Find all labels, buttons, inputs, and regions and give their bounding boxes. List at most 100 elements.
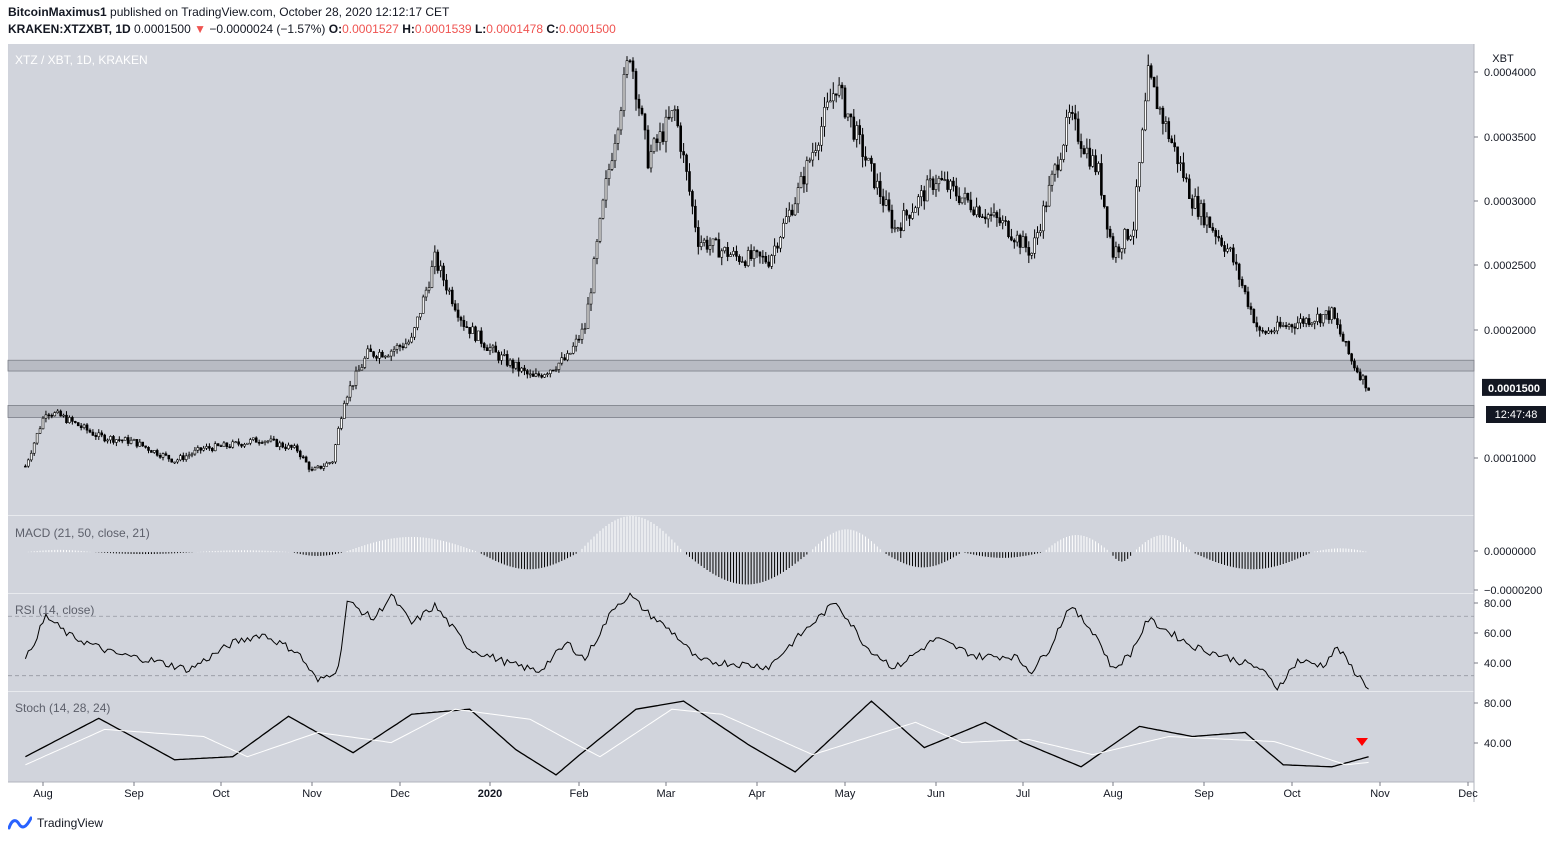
- candle-body: [1102, 194, 1106, 207]
- candle-body: [1364, 375, 1368, 389]
- candle-body: [1264, 330, 1267, 334]
- candle-body: [966, 192, 970, 201]
- x-tick-label: Nov: [1370, 788, 1390, 800]
- candle-body: [421, 296, 425, 314]
- candle-body: [225, 442, 229, 447]
- tradingview-footer[interactable]: TradingView: [8, 816, 103, 830]
- stoch-k-line: [25, 700, 1369, 776]
- candle-body: [1173, 142, 1176, 148]
- candle-body: [503, 354, 506, 356]
- candle-body: [911, 211, 914, 219]
- candle-body: [413, 327, 416, 338]
- candle-body: [537, 373, 541, 376]
- candle-body: [459, 317, 463, 321]
- candle-body: [427, 287, 431, 291]
- candle-body: [640, 107, 644, 115]
- candle-body: [861, 134, 864, 157]
- candle-body: [442, 265, 445, 281]
- candle-body: [1367, 387, 1370, 391]
- candle-body: [100, 432, 104, 436]
- candle-body: [269, 438, 273, 442]
- candle-body: [474, 326, 477, 341]
- candle-body: [141, 441, 144, 447]
- candle-body: [776, 245, 779, 249]
- candle-body: [764, 256, 768, 263]
- candle-body: [109, 436, 112, 441]
- candle-body: [658, 131, 662, 143]
- candle-body: [526, 370, 529, 375]
- open-value: 0.0001527: [342, 22, 399, 36]
- candle-body: [546, 373, 549, 375]
- candle-body: [1039, 230, 1042, 233]
- support-zone: [7, 359, 1475, 372]
- candle-body: [975, 206, 978, 216]
- close-label: C:: [546, 22, 560, 36]
- candle-body: [395, 345, 399, 350]
- candle-body: [56, 410, 59, 413]
- candle-body: [266, 440, 270, 443]
- candle-body: [580, 328, 584, 340]
- candle-body: [184, 455, 188, 460]
- candle-body: [147, 447, 150, 451]
- candle-body: [589, 292, 593, 305]
- candle-body: [228, 446, 232, 448]
- candle-body: [436, 251, 440, 271]
- x-tick-label: Sep: [124, 788, 144, 800]
- candle-body: [301, 456, 305, 459]
- candle-body: [257, 442, 261, 444]
- candle-body: [167, 454, 171, 460]
- candle-body: [673, 109, 677, 111]
- candle-body: [176, 459, 179, 463]
- candle-body: [471, 326, 474, 334]
- candle-body: [652, 138, 656, 152]
- candle-body: [634, 71, 638, 100]
- candle-body: [138, 441, 142, 447]
- candle-body: [62, 414, 65, 417]
- candle-body: [829, 100, 832, 103]
- high-label: H:: [402, 22, 415, 36]
- candle-body: [208, 446, 211, 449]
- candle-body: [569, 352, 572, 355]
- candle-body: [462, 319, 466, 327]
- candle-body: [450, 289, 454, 305]
- candle-body: [213, 443, 217, 452]
- candle-body: [586, 303, 590, 329]
- candle-body: [1336, 318, 1339, 325]
- candle-body: [702, 239, 706, 243]
- candle-body: [1302, 318, 1305, 324]
- candle-body: [1126, 229, 1129, 240]
- candle-body: [35, 432, 39, 444]
- candle-body: [595, 241, 599, 259]
- candle-body: [310, 469, 314, 471]
- candle-body: [1135, 186, 1138, 231]
- candle-body: [1001, 220, 1005, 224]
- candle-body: [386, 355, 390, 358]
- candle-body: [928, 178, 932, 181]
- candle-body: [741, 261, 744, 263]
- candle-body: [1350, 353, 1353, 362]
- candle-body: [870, 157, 873, 164]
- candle-body: [610, 160, 614, 170]
- candle-body: [439, 265, 442, 271]
- candle-body: [899, 227, 903, 231]
- candle-body: [240, 443, 243, 447]
- tradingview-brand: TradingView: [37, 816, 104, 830]
- candle-body: [1284, 325, 1288, 327]
- candle-body: [32, 442, 36, 454]
- candle-body: [1030, 252, 1034, 256]
- candle-body: [1120, 248, 1124, 253]
- candle-body: [1094, 155, 1097, 173]
- author-name: BitcoinMaximus1: [8, 5, 107, 19]
- y-tick-label: −0.0000200: [1484, 585, 1542, 597]
- candle-body: [384, 355, 387, 358]
- candle-body: [1155, 86, 1159, 110]
- panel-title: Stoch (14, 28, 24): [15, 701, 110, 715]
- candle-body: [574, 338, 578, 347]
- candle-body: [430, 266, 434, 288]
- candle-body: [491, 345, 495, 349]
- candle-body: [366, 348, 370, 359]
- candle-body: [193, 449, 197, 455]
- candle-body: [790, 209, 794, 216]
- candle-body: [837, 84, 841, 96]
